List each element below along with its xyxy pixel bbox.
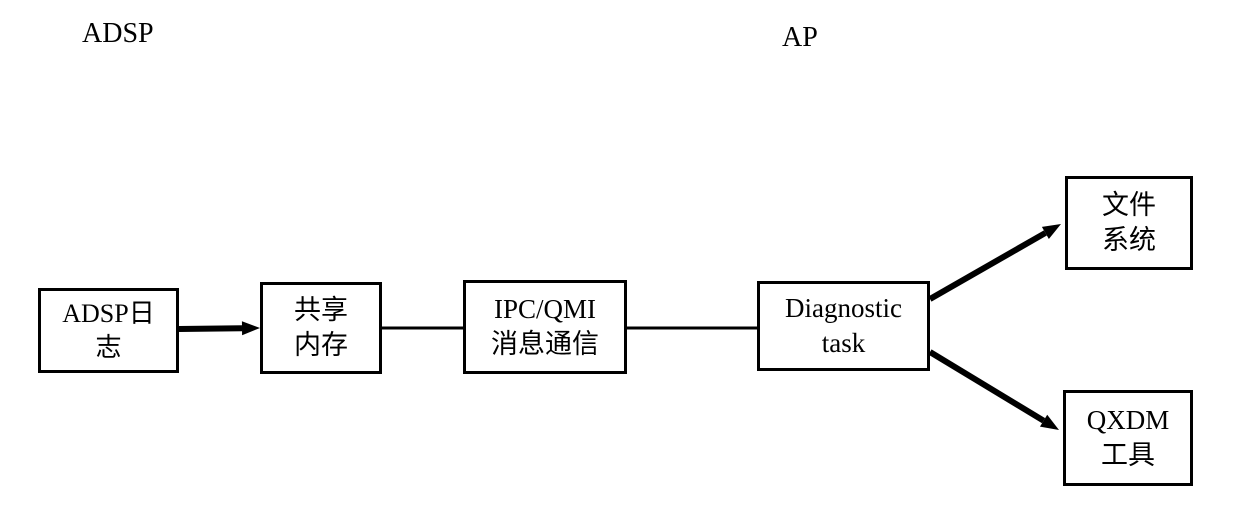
node-qxdm-tool: QXDM工具 (1063, 390, 1193, 486)
node-qxdm-tool-label: QXDM工具 (1087, 403, 1170, 473)
edge-n4-n6 (930, 352, 1059, 430)
header-ap-text: AP (782, 22, 818, 53)
arrowhead-icon (242, 321, 260, 335)
edge-line (930, 352, 1044, 421)
edges-layer (0, 0, 1240, 519)
node-diagnostic-task-label: Diagnostictask (785, 291, 902, 361)
node-ipc-qmi-label: IPC/QMI消息通信 (491, 292, 599, 362)
edge-n4-n5 (930, 224, 1061, 299)
node-shared-memory-label: 共享内存 (294, 293, 348, 363)
edge-line (930, 233, 1045, 299)
node-shared-memory: 共享内存 (260, 282, 382, 374)
node-adsp-log: ADSP日志 (38, 288, 179, 373)
node-adsp-log-label: ADSP日志 (62, 297, 154, 365)
edge-n1-n2 (179, 321, 260, 335)
arrowhead-icon (1042, 224, 1061, 239)
edge-line (179, 328, 242, 329)
header-adsp: ADSP (82, 18, 154, 50)
node-ipc-qmi: IPC/QMI消息通信 (463, 280, 627, 374)
header-ap: AP (782, 22, 818, 54)
node-file-system-label: 文件系统 (1102, 188, 1156, 258)
header-adsp-text: ADSP (82, 18, 154, 49)
node-file-system: 文件系统 (1065, 176, 1193, 270)
node-diagnostic-task: Diagnostictask (757, 281, 930, 371)
arrowhead-icon (1040, 415, 1059, 430)
